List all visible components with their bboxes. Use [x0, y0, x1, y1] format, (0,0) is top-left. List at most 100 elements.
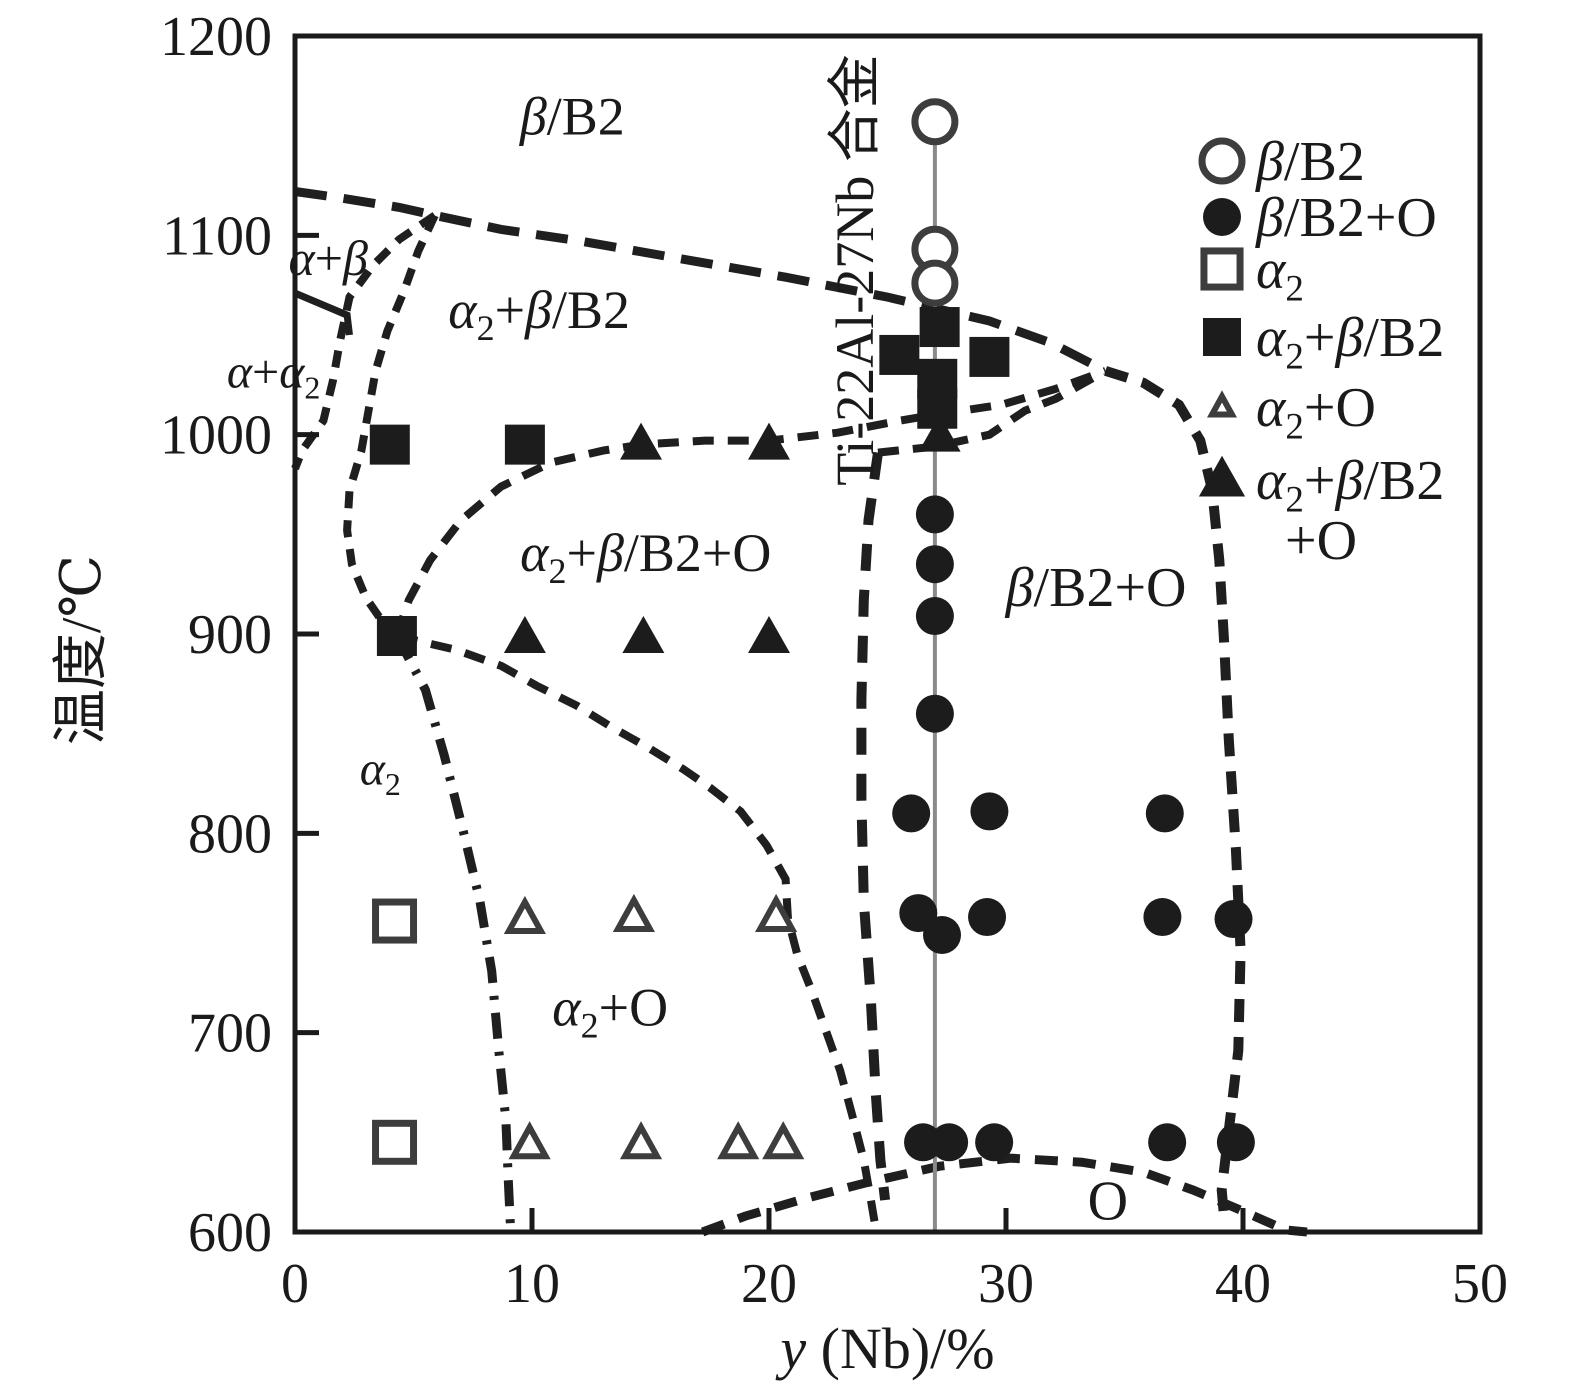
boundary-alpha-beta-left-branch: [291, 212, 438, 471]
boundary-alpha2O-right-sweep: [395, 632, 880, 1229]
x-tick-label-20: 20: [741, 1253, 797, 1315]
x-tick-label-30: 30: [978, 1253, 1034, 1315]
legend-marker-square-filled: [1203, 318, 1241, 356]
point-5-1: [748, 422, 790, 460]
alloy-line-label: Ti-22Al-27Nb 合金: [825, 54, 885, 486]
legend-marker-square-open: [1200, 247, 1244, 291]
series-β/B2: [911, 98, 959, 307]
legend-label-0: β/B2: [1255, 131, 1365, 193]
region-label-0: β/B2: [519, 87, 625, 147]
point-4-3: [508, 1121, 551, 1160]
point-0-0: [911, 98, 959, 146]
point-4-5: [717, 1121, 760, 1160]
point-1-12: [904, 1123, 943, 1162]
point-5-3: [622, 615, 665, 653]
legend-marker-triangle-open: [1206, 390, 1238, 418]
boundary-o-region-arc: [701, 1153, 1308, 1237]
boundary-alpha2-right-edge: [392, 633, 516, 1233]
point-2-1: [372, 1119, 418, 1165]
boundary-beta-transus: [294, 187, 1108, 375]
point-3-1: [504, 424, 545, 465]
point-1-2: [915, 597, 954, 636]
legend-item-5: α2+β/B2+O: [1198, 450, 1444, 572]
legend-label-4: α2+O: [1256, 377, 1376, 447]
legend-label2-5: +O: [1285, 510, 1357, 572]
boundary-b2o-left-edge: [856, 451, 891, 1201]
legend-item-3: α2+β/B2: [1203, 307, 1444, 377]
point-3-5: [969, 336, 1010, 377]
point-3-4: [879, 334, 920, 375]
series-α₂+β/B2+O: [503, 414, 961, 653]
x-tick-label-10: 10: [504, 1253, 560, 1315]
point-4-6: [762, 1121, 805, 1160]
point-4-0: [503, 895, 546, 935]
point-3-0: [369, 424, 410, 465]
x-tick-label-40: 40: [1215, 1253, 1271, 1315]
series-β/B2+O: [892, 495, 1255, 1162]
y-tick-label-1000: 1000: [160, 405, 272, 467]
boundary-b2o-right-edge: [1104, 366, 1246, 1217]
point-1-6: [1145, 794, 1184, 833]
point-5-0: [620, 422, 663, 460]
point-1-13: [930, 1123, 969, 1162]
x-tick-label-50: 50: [1452, 1253, 1508, 1315]
region-label-3: α+α2: [227, 346, 320, 406]
region-label-4: α2+β/B2+O: [520, 523, 771, 591]
legend-item-4: α2+O: [1206, 377, 1376, 447]
point-1-8: [923, 915, 962, 954]
boundary-alpha-alpha2-solid: [293, 289, 353, 336]
x-axis-title: y (Nb)/%: [775, 1316, 994, 1381]
point-4-4: [619, 1121, 663, 1160]
boundary-alpha2-beta-lower-boundary: [393, 367, 1107, 638]
region-label-2: α2+β/B2: [448, 280, 630, 348]
point-5-4: [748, 615, 790, 653]
region-labels: β/B2 α+β α2+β/B2 α+α2 α2+β/B2+O α2 α2+O β/B2+O O: [227, 87, 1187, 1233]
axes: 0 10 20 30 40 50 600 700 800 900 1000 1100 1200 y (Nb…: [51, 6, 1508, 1381]
series-α₂+β/B2: [369, 307, 1010, 656]
legend-label-2: α2: [1256, 239, 1304, 309]
region-label-1: α+β: [289, 230, 368, 286]
y-tick-label-700: 700: [188, 1003, 272, 1065]
point-1-16: [1216, 1123, 1255, 1162]
region-label-7: β/B2+O: [1005, 557, 1187, 619]
point-1-3: [915, 694, 954, 733]
boundary-alpha2-sliver-right-branch: [343, 213, 439, 639]
y-tick-label-600: 600: [188, 1202, 272, 1264]
legend-item-0: β/B2: [1198, 131, 1365, 193]
region-label-8: O: [1088, 1171, 1128, 1233]
legend-label-3: α2+β/B2: [1256, 307, 1444, 377]
legend-marker-circle-filled: [1203, 198, 1241, 236]
legend-item-1: β/B2+O: [1203, 187, 1437, 249]
point-3-3: [919, 307, 960, 348]
region-label-6: α2+O: [552, 978, 668, 1046]
point-1-4: [892, 794, 931, 833]
legend-marker-circle-open: [1198, 137, 1246, 185]
legend-item-2: α2: [1200, 239, 1304, 309]
point-1-1: [915, 545, 954, 584]
legend-label-5: α2+β/B2: [1256, 450, 1444, 520]
series-α₂: [372, 898, 418, 1165]
point-1-11: [1214, 900, 1253, 939]
y-tick-label-1100: 1100: [162, 205, 272, 267]
y-axis-title: 温度/℃: [51, 555, 113, 745]
point-3-2: [376, 615, 417, 656]
y-tick-label-900: 900: [188, 604, 272, 666]
region-label-5: α2: [360, 742, 401, 802]
point-1-10: [1143, 898, 1182, 937]
point-1-0: [915, 495, 954, 534]
legend-marker-triangle-filled: [1198, 455, 1246, 497]
point-1-5: [970, 792, 1009, 831]
point-4-2: [755, 893, 798, 933]
point-1-15: [1148, 1123, 1187, 1162]
point-2-0: [372, 898, 418, 944]
series-α₂+O: [503, 893, 805, 1160]
point-5-5: [918, 414, 961, 452]
point-1-14: [975, 1123, 1014, 1162]
x-tick-label-0: 0: [281, 1253, 309, 1315]
point-5-2: [503, 615, 546, 653]
point-1-9: [968, 898, 1007, 937]
